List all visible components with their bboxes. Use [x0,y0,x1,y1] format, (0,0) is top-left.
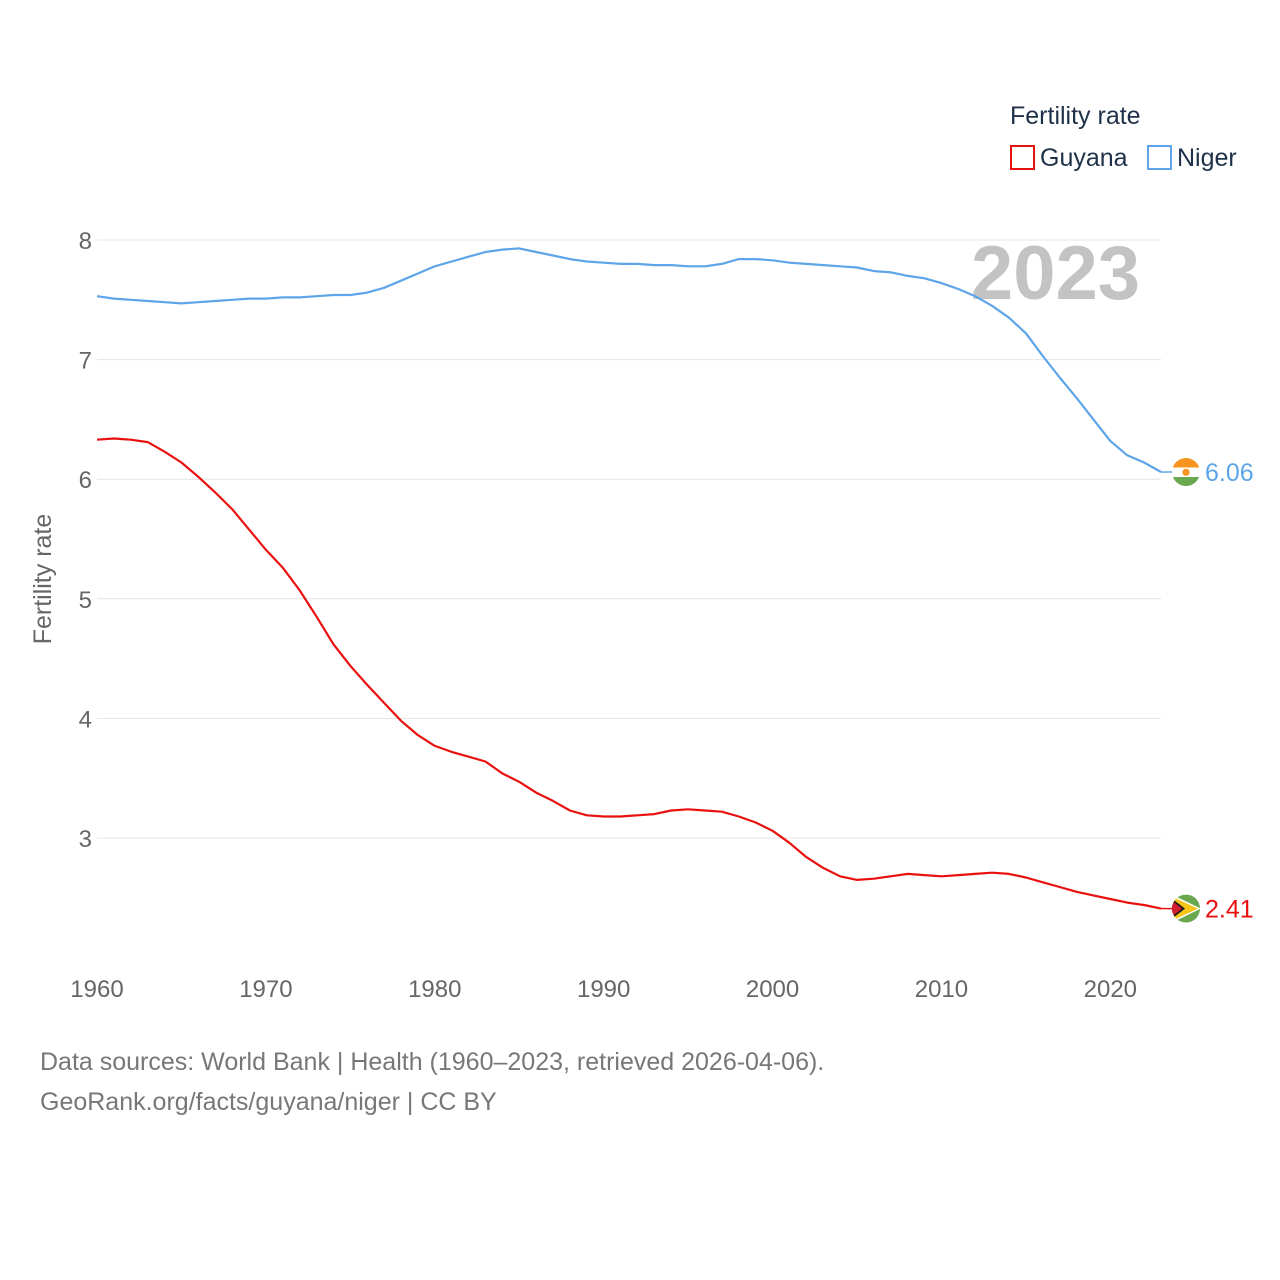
legend-label-guyana: Guyana [1040,144,1128,172]
end-label-guyana: 2.41 [1205,896,1254,924]
year-watermark: 2023 [971,231,1140,316]
x-tick-label: 2010 [915,976,968,1003]
series-end-markers: 2.41 6.06 [1161,458,1254,924]
x-tick-label: 2020 [1084,976,1137,1003]
grid-lines [97,239,1161,839]
legend-swatch-guyana [1010,145,1035,170]
series-lines [96,247,1162,910]
x-tick-label: 1970 [239,976,292,1003]
guyana-flag-icon [1172,894,1200,923]
y-tick-label: 8 [79,228,92,255]
series-line-niger[interactable] [96,247,1162,473]
source-footer: Data sources: World Bank | Health (1960–… [40,1042,824,1122]
y-tick-label: 6 [79,467,92,494]
x-axis-ticks: 1960 1970 1980 1990 2000 2010 2020 [70,976,1137,1003]
x-tick-label: 1990 [577,976,630,1003]
footer-sources: Data sources: World Bank | Health (1960–… [40,1048,825,1076]
legend: Fertility rate Guyana Niger [1010,102,1237,172]
y-tick-label: 3 [79,826,92,853]
fertility-rate-chart: 3 4 5 6 7 8 1960 1970 1980 1990 2000 2010 2020 2023… [29,102,1254,1003]
series-line-guyana[interactable] [96,437,1162,910]
x-tick-label: 1960 [70,976,123,1003]
y-tick-label: 5 [79,587,92,614]
legend-swatch-niger [1147,145,1172,170]
end-label-niger: 6.06 [1205,459,1254,487]
y-tick-label: 7 [79,348,92,375]
legend-label-niger: Niger [1177,144,1237,172]
y-tick-label: 4 [79,706,92,733]
y-axis-ticks: 3 4 5 6 7 8 [79,228,92,853]
legend-item-guyana[interactable]: Guyana [1010,144,1128,172]
x-tick-label: 2000 [746,976,799,1003]
x-tick-label: 1980 [408,976,461,1003]
legend-item-niger[interactable]: Niger [1147,144,1237,172]
footer-attribution: GeoRank.org/facts/guyana/niger | CC BY [40,1088,497,1116]
legend-title: Fertility rate [1010,102,1141,130]
niger-flag-icon [1172,458,1200,487]
y-axis-title: Fertility rate [29,514,57,645]
